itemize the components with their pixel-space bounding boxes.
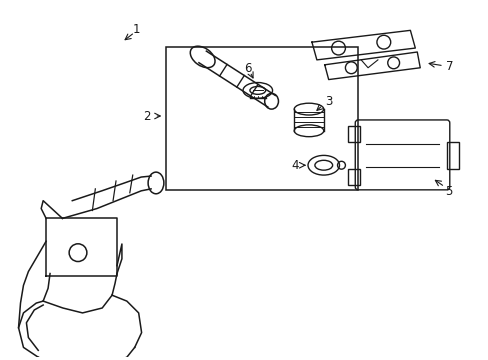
Text: 4: 4 bbox=[291, 159, 298, 172]
Bar bbox=[347, 169, 360, 185]
Text: 7: 7 bbox=[445, 60, 452, 73]
Text: 1: 1 bbox=[133, 23, 140, 36]
Bar bbox=[166, 47, 358, 190]
Text: 6: 6 bbox=[244, 62, 251, 75]
Text: 3: 3 bbox=[325, 95, 332, 108]
Bar bbox=[347, 126, 360, 141]
Text: 2: 2 bbox=[142, 109, 150, 122]
Bar bbox=[446, 141, 458, 169]
Text: 5: 5 bbox=[444, 185, 451, 198]
